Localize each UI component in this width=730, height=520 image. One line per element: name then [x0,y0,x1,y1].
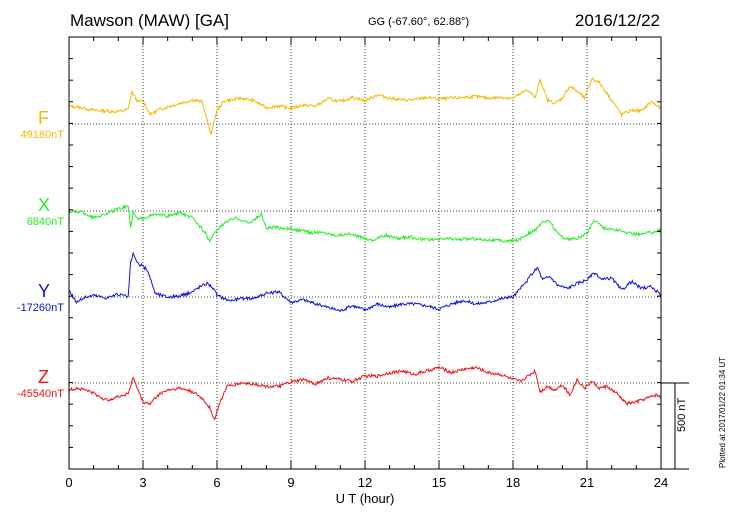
series-layer [68,77,662,421]
coordinates-label: GG (-67.60°, 62.88°) [368,16,470,28]
series-line-y [68,251,662,312]
grid-layer [142,37,588,469]
x-tick-label: 15 [431,475,447,490]
channel-label-x: X [38,195,51,215]
station-title: Mawson (MAW) [GA] [70,11,229,30]
x-tick-label: 3 [139,475,147,490]
tick-layer [68,37,662,469]
x-axis-label: U T (hour) [335,491,395,506]
x-tick-label: 12 [357,475,373,490]
scale-bar-label: 500 nT [676,397,688,432]
baseline-value-f: 49180nT [20,129,64,141]
x-tick-label: 21 [579,475,595,490]
x-tick-label: 9 [287,475,295,490]
channel-label-z: Z [38,367,49,387]
date-label: 2016/12/22 [574,11,660,30]
baseline-value-y: -17260nT [16,302,64,314]
x-tick-label: 0 [65,475,73,490]
channel-label-f: F [38,108,49,128]
scale-bar [661,382,689,470]
baseline-value-z: -45540nT [16,388,64,400]
series-line-x [68,204,662,244]
plot-timestamp-note: Plotted at 2017/01/22 01:34 UT [718,356,727,468]
series-line-z [68,365,662,421]
x-tick-label: 24 [653,475,669,490]
x-tick-label: 6 [213,475,221,490]
x-tick-label: 18 [505,475,521,490]
series-line-f [68,77,662,135]
channel-label-y: Y [38,281,51,301]
baseline-value-x: 6840nT [26,216,64,228]
